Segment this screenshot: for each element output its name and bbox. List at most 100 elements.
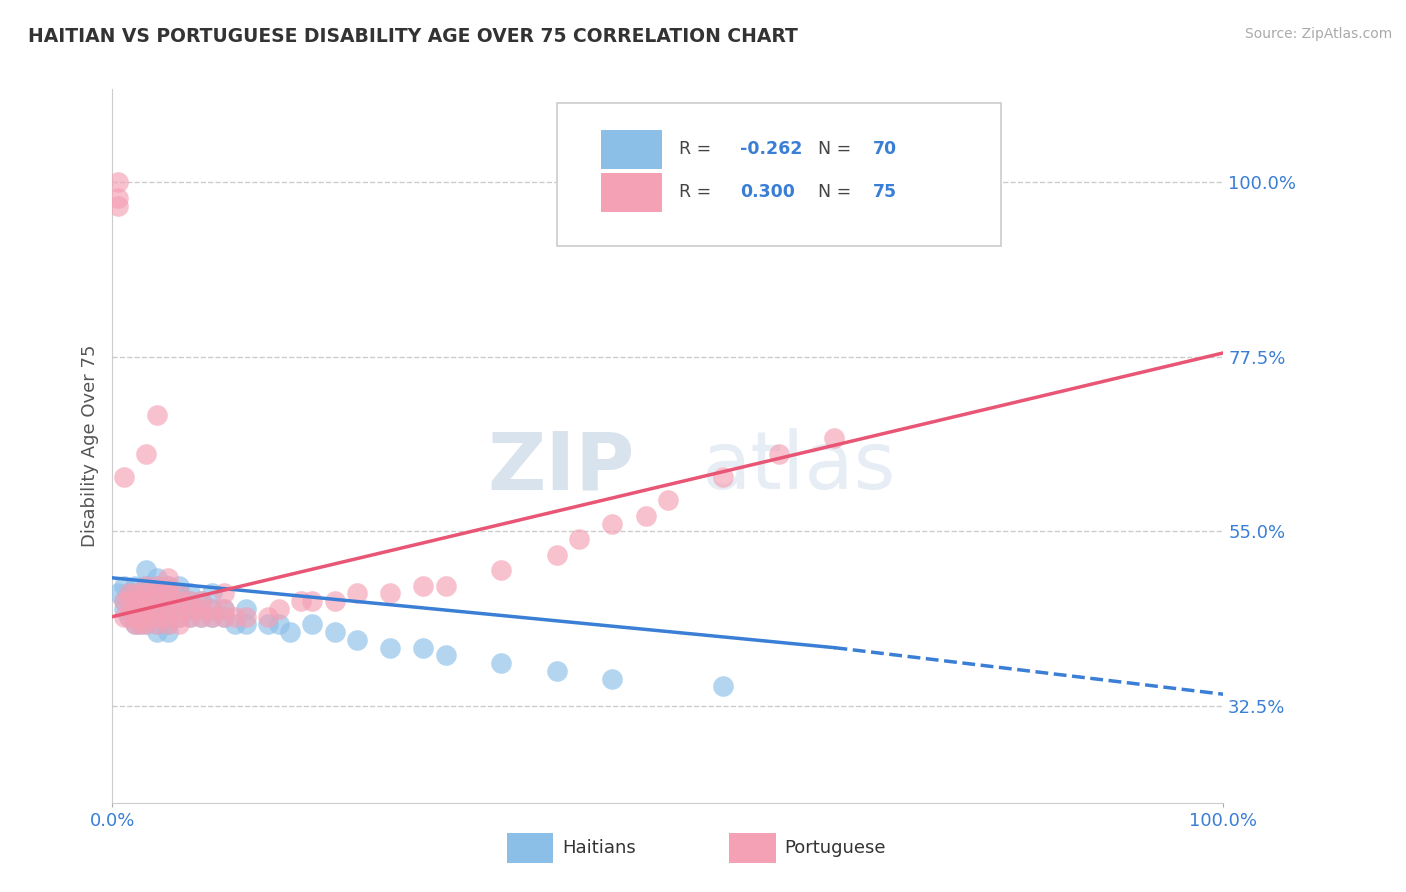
Point [129, 617, 152, 632]
Point [129, 602, 152, 616]
Point [634, 508, 657, 523]
Point [118, 609, 141, 624]
Point [346, 586, 368, 600]
Point [657, 493, 679, 508]
Point [112, 470, 135, 484]
Point [157, 617, 180, 632]
Point [380, 640, 402, 655]
Point [212, 586, 235, 600]
Point [212, 609, 235, 624]
Point [124, 609, 146, 624]
Point [235, 617, 257, 632]
Text: N =: N = [818, 140, 856, 158]
Point [124, 586, 146, 600]
Point [179, 586, 201, 600]
Point [157, 586, 180, 600]
Point [107, 586, 129, 600]
Point [491, 656, 513, 670]
Point [167, 586, 190, 600]
Point [146, 579, 169, 593]
Point [434, 648, 457, 663]
Point [146, 609, 169, 624]
Point [190, 594, 212, 608]
Point [146, 594, 169, 608]
Point [713, 680, 735, 694]
Point [124, 617, 146, 632]
Point [112, 579, 135, 593]
Point [146, 594, 169, 608]
Point [112, 594, 135, 608]
Point [124, 586, 146, 600]
Point [135, 563, 157, 577]
Point [212, 602, 235, 616]
Point [768, 447, 790, 461]
Text: 0.300: 0.300 [740, 183, 794, 201]
Point [157, 571, 180, 585]
Text: HAITIAN VS PORTUGUESE DISABILITY AGE OVER 75 CORRELATION CHART: HAITIAN VS PORTUGUESE DISABILITY AGE OVE… [28, 27, 799, 45]
Point [190, 602, 212, 616]
Point [135, 617, 157, 632]
Text: Source: ZipAtlas.com: Source: ZipAtlas.com [1244, 27, 1392, 41]
Point [167, 617, 190, 632]
Point [135, 617, 157, 632]
Text: Haitians: Haitians [562, 839, 636, 857]
Point [167, 594, 190, 608]
Point [157, 609, 180, 624]
Point [267, 617, 291, 632]
Point [267, 602, 291, 616]
Point [235, 602, 257, 616]
Point [135, 594, 157, 608]
Point [146, 586, 169, 600]
Point [157, 609, 180, 624]
Point [157, 602, 180, 616]
Point [129, 594, 152, 608]
Point [135, 579, 157, 593]
FancyBboxPatch shape [557, 103, 1001, 246]
Point [167, 579, 190, 593]
Point [124, 602, 146, 616]
Point [179, 594, 201, 608]
FancyBboxPatch shape [602, 173, 662, 212]
Text: 70: 70 [873, 140, 897, 158]
Point [167, 594, 190, 608]
Point [107, 191, 129, 205]
Point [112, 609, 135, 624]
Text: Portuguese: Portuguese [785, 839, 886, 857]
Point [146, 586, 169, 600]
Point [201, 609, 224, 624]
Point [157, 625, 180, 640]
Point [157, 602, 180, 616]
Point [146, 602, 169, 616]
Point [146, 617, 169, 632]
Point [224, 617, 246, 632]
Point [107, 198, 129, 212]
Y-axis label: Disability Age Over 75: Disability Age Over 75 [80, 344, 98, 548]
Point [118, 594, 141, 608]
Point [190, 602, 212, 616]
Point [167, 609, 190, 624]
Point [301, 594, 323, 608]
Point [201, 586, 224, 600]
Point [135, 609, 157, 624]
Text: 75: 75 [873, 183, 897, 201]
Point [546, 664, 568, 678]
Point [135, 586, 157, 600]
Point [568, 532, 591, 546]
FancyBboxPatch shape [506, 833, 554, 863]
Point [179, 609, 201, 624]
Point [602, 516, 624, 531]
Point [190, 594, 212, 608]
Point [546, 548, 568, 562]
Point [135, 609, 157, 624]
Point [602, 672, 624, 686]
Point [257, 617, 280, 632]
Point [135, 602, 157, 616]
Text: -0.262: -0.262 [740, 140, 803, 158]
Text: N =: N = [818, 183, 856, 201]
Point [112, 602, 135, 616]
Point [713, 470, 735, 484]
Point [257, 609, 280, 624]
Point [201, 609, 224, 624]
Point [179, 602, 201, 616]
Point [412, 579, 434, 593]
